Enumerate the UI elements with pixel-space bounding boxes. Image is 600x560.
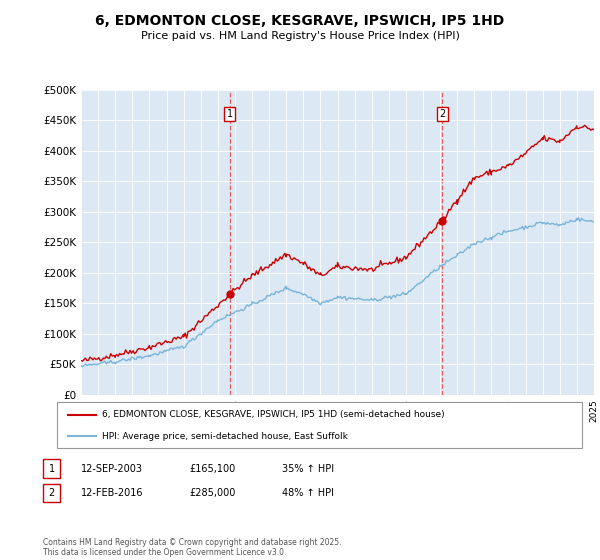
Text: HPI: Average price, semi-detached house, East Suffolk: HPI: Average price, semi-detached house,… (102, 432, 348, 441)
Text: 48% ↑ HPI: 48% ↑ HPI (282, 488, 334, 498)
Text: £285,000: £285,000 (189, 488, 235, 498)
Text: Price paid vs. HM Land Registry's House Price Index (HPI): Price paid vs. HM Land Registry's House … (140, 31, 460, 41)
Text: 2: 2 (49, 488, 55, 498)
Text: £165,100: £165,100 (189, 464, 235, 474)
Text: Contains HM Land Registry data © Crown copyright and database right 2025.
This d: Contains HM Land Registry data © Crown c… (43, 538, 342, 557)
Text: 6, EDMONTON CLOSE, KESGRAVE, IPSWICH, IP5 1HD (semi-detached house): 6, EDMONTON CLOSE, KESGRAVE, IPSWICH, IP… (102, 410, 445, 419)
Text: 6, EDMONTON CLOSE, KESGRAVE, IPSWICH, IP5 1HD: 6, EDMONTON CLOSE, KESGRAVE, IPSWICH, IP… (95, 14, 505, 28)
Text: 1: 1 (227, 109, 233, 119)
Text: 2: 2 (439, 109, 445, 119)
Text: 1: 1 (49, 464, 55, 474)
Text: 35% ↑ HPI: 35% ↑ HPI (282, 464, 334, 474)
Text: 12-SEP-2003: 12-SEP-2003 (81, 464, 143, 474)
Text: 12-FEB-2016: 12-FEB-2016 (81, 488, 143, 498)
